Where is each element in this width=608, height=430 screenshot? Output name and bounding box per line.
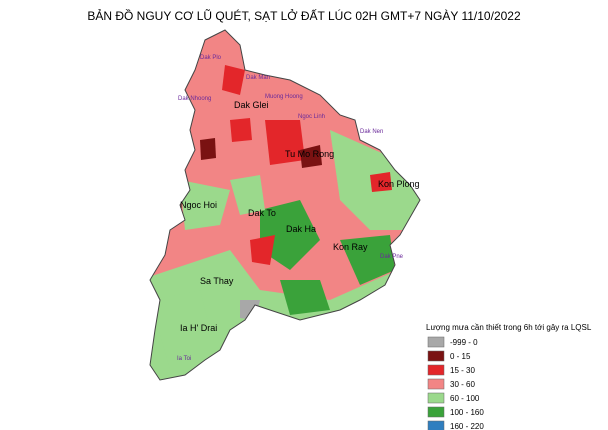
district-label: Kon Plong — [378, 179, 420, 189]
legend-label: 30 - 60 — [450, 380, 475, 389]
legend-title: Lượng mưa cần thiết trong 6h tới gây ra … — [426, 323, 592, 332]
legend-label: 15 - 30 — [450, 366, 475, 375]
commune-label: Muong Hoong — [265, 94, 303, 100]
legend-label: 100 - 160 — [450, 408, 484, 417]
district-label: Ngoc Hoi — [180, 200, 217, 210]
legend-swatch — [427, 406, 445, 418]
commune-label: Ngoc Linh — [298, 114, 325, 120]
commune-label: Dak Nhoong — [178, 96, 211, 102]
commune-label: Dak Nen — [360, 129, 383, 135]
commune-label: Ia Toi — [177, 356, 191, 362]
district-label: Ia H' Drai — [180, 323, 217, 333]
legend-label: 0 - 15 — [450, 352, 471, 361]
district-label: Dak To — [248, 208, 276, 218]
commune-label: Dak Man — [246, 75, 270, 81]
legend-swatch — [427, 392, 445, 404]
commune-label: Dak Pne — [380, 254, 404, 260]
commune-label: Dak Plo — [200, 55, 222, 61]
legend-swatch — [427, 364, 445, 376]
map-title: BẢN ĐỒ NGUY CƠ LŨ QUÉT, SẠT LỞ ĐẤT LÚC 0… — [87, 8, 521, 23]
legend-swatch — [427, 350, 445, 362]
legend-label: 160 - 220 — [450, 422, 484, 430]
district-label: Dak Ha — [286, 224, 316, 234]
district-label: Sa Thay — [200, 276, 234, 286]
legend-label: 60 - 100 — [450, 394, 480, 403]
commune-labels: Dak Plo Dak Man Muong Hoong Dak Nhoong N… — [177, 55, 404, 362]
district-labels: Dak Glei Tu Mo Rong Kon Plong Ngoc Hoi D… — [180, 100, 420, 333]
legend-label: -999 - 0 — [450, 338, 478, 347]
legend-swatch — [427, 420, 445, 430]
legend: Lượng mưa cần thiết trong 6h tới gây ra … — [426, 323, 592, 430]
district-label: Kon Ray — [333, 242, 368, 252]
district-label: Tu Mo Rong — [285, 149, 334, 159]
legend-swatch — [427, 336, 445, 348]
legend-swatch — [427, 378, 445, 390]
district-label: Dak Glei — [234, 100, 269, 110]
